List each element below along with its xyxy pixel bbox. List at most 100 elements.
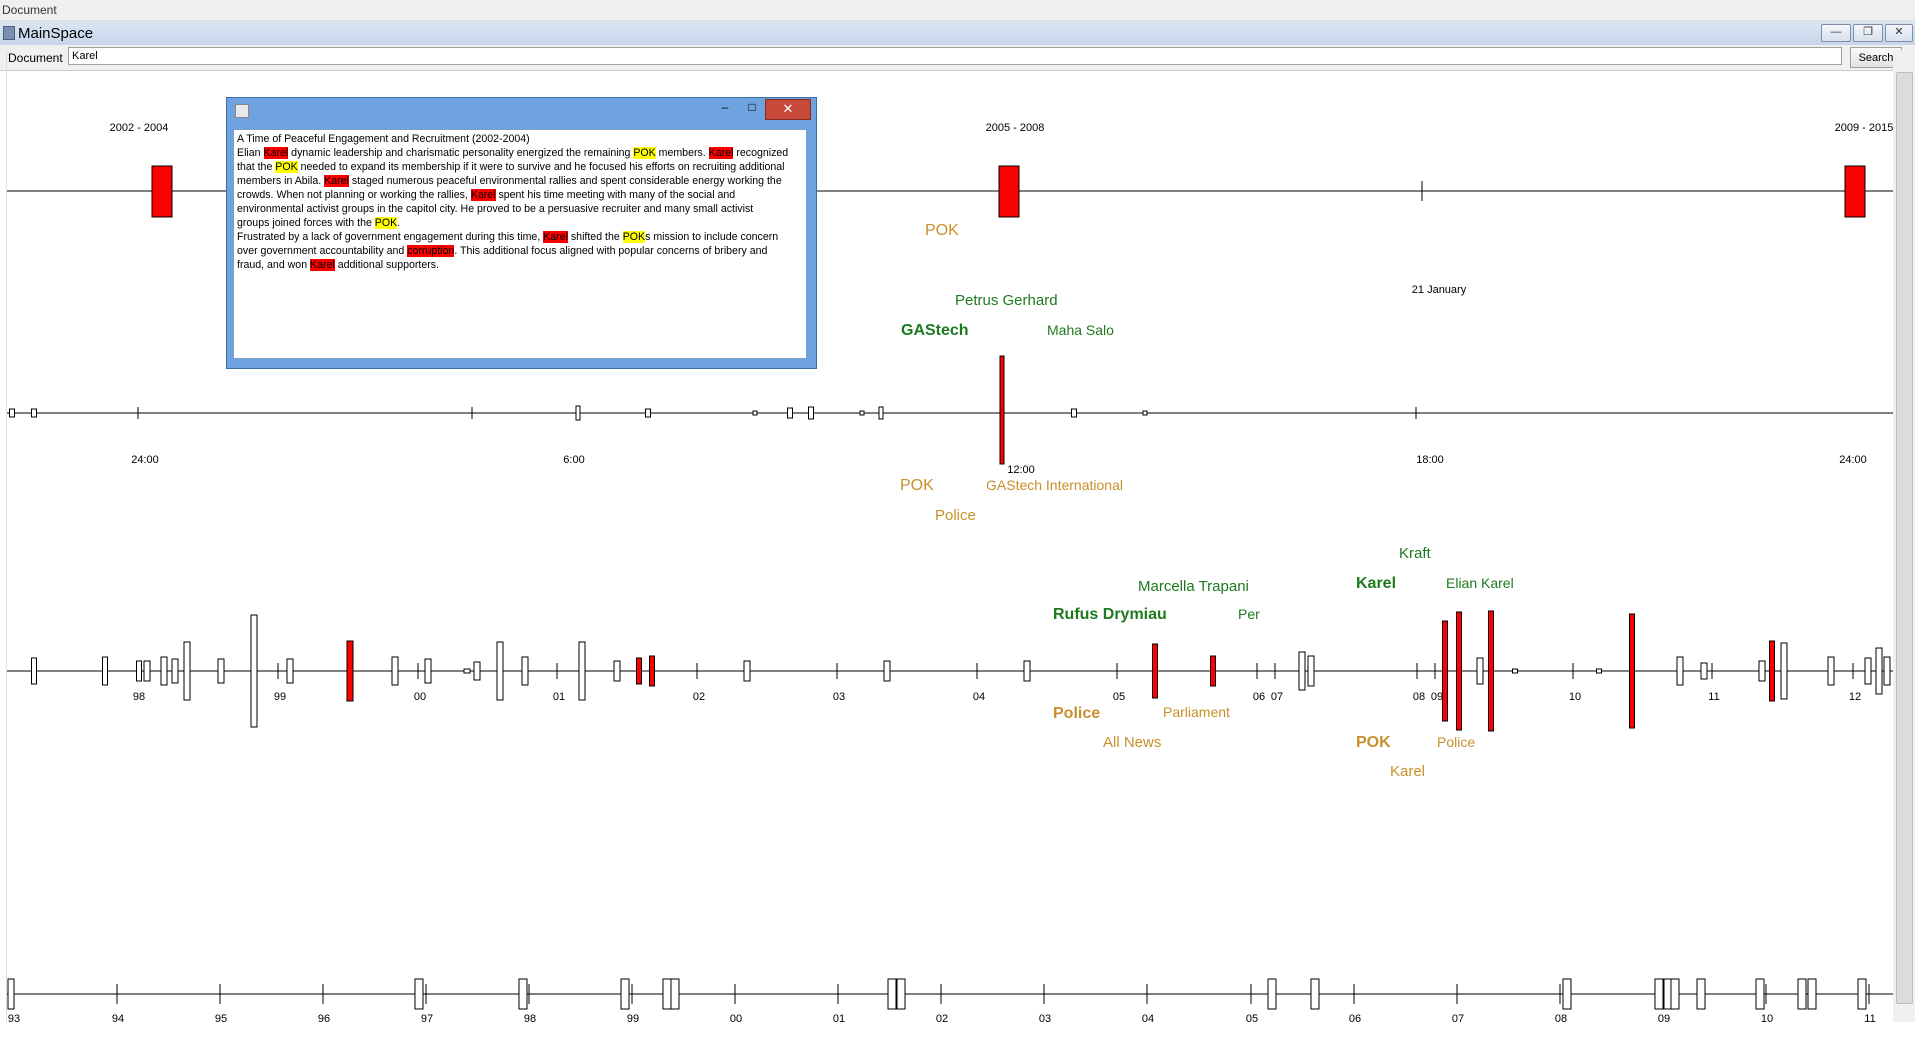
year-event-bar[interactable] — [1152, 643, 1158, 699]
year-doc-marker[interactable] — [473, 661, 481, 681]
year-doc-marker[interactable] — [1307, 655, 1315, 687]
year-doc-marker[interactable] — [1696, 978, 1706, 1010]
year-doc-marker[interactable] — [414, 978, 424, 1010]
year-doc-marker[interactable] — [887, 978, 897, 1010]
year-event-bar[interactable] — [1488, 610, 1494, 732]
year-doc-marker[interactable] — [743, 660, 751, 682]
day-doc-marker[interactable] — [645, 408, 651, 418]
year-doc-marker[interactable] — [171, 658, 179, 684]
year-doc-marker[interactable] — [102, 656, 108, 686]
year-event-bar[interactable] — [636, 657, 642, 685]
document-search-input[interactable] — [68, 47, 1842, 65]
day-event-bar[interactable] — [999, 355, 1005, 465]
year-doc-marker[interactable] — [1670, 978, 1680, 1010]
year-event-bar[interactable] — [1442, 620, 1448, 722]
restore-button[interactable]: ❐ — [1853, 24, 1883, 42]
year-doc-marker[interactable] — [250, 614, 258, 728]
year-doc-marker[interactable] — [1875, 647, 1883, 695]
entity-highlight[interactable]: POK — [622, 231, 646, 243]
entity-highlight[interactable]: POK — [374, 217, 398, 229]
entity-label[interactable]: Police — [935, 507, 976, 524]
entity-label[interactable]: Police — [1437, 734, 1475, 750]
year-event-bar[interactable] — [1456, 611, 1462, 731]
year-doc-marker[interactable] — [1654, 978, 1664, 1010]
year-doc-marker[interactable] — [1476, 657, 1484, 685]
day-doc-marker[interactable] — [1071, 408, 1077, 418]
year-doc-marker[interactable] — [1700, 662, 1708, 680]
year-doc-marker[interactable] — [183, 641, 191, 701]
period-event-bar[interactable] — [151, 165, 173, 218]
keyword-highlight[interactable]: Karel — [324, 175, 349, 187]
year-doc-marker[interactable] — [391, 656, 399, 686]
year-doc-marker[interactable] — [1755, 978, 1765, 1010]
year-doc-marker[interactable] — [463, 668, 471, 674]
minimize-button[interactable]: — — [1821, 24, 1851, 42]
day-doc-marker[interactable] — [31, 408, 37, 418]
popup-minimize-button[interactable]: – — [721, 100, 729, 114]
popup-maximize-button[interactable]: □ — [748, 100, 756, 114]
keyword-highlight[interactable]: Karel — [310, 259, 335, 271]
year-doc-marker[interactable] — [620, 978, 630, 1010]
year-doc-marker[interactable] — [1807, 978, 1817, 1010]
year-doc-marker[interactable] — [613, 660, 621, 682]
entity-label[interactable]: Marcella Trapani — [1138, 578, 1249, 595]
year-event-bar[interactable] — [346, 640, 354, 702]
entity-label[interactable]: Rufus Drymiau — [1053, 606, 1167, 623]
year-doc-marker[interactable] — [1758, 660, 1766, 682]
keyword-highlight[interactable]: corruption — [407, 245, 455, 257]
year-doc-marker[interactable] — [1857, 978, 1867, 1010]
entity-label[interactable]: Maha Salo — [1047, 322, 1114, 338]
entity-label[interactable]: Karel — [1390, 763, 1425, 780]
entity-label[interactable]: Karel — [1356, 575, 1396, 592]
year-doc-marker[interactable] — [143, 660, 151, 682]
year-doc-marker[interactable] — [496, 641, 504, 701]
year-doc-marker[interactable] — [1298, 651, 1306, 691]
year-event-bar[interactable] — [1629, 613, 1635, 729]
entity-label[interactable]: GAStech International — [986, 477, 1123, 493]
vertical-scrollbar[interactable] — [1893, 50, 1915, 1022]
year-doc-marker[interactable] — [1023, 660, 1031, 682]
year-doc-marker[interactable] — [1883, 656, 1891, 686]
search-button[interactable]: Search — [1850, 47, 1902, 68]
year-doc-marker[interactable] — [1676, 656, 1684, 686]
year-doc-marker[interactable] — [1780, 642, 1788, 700]
entity-label[interactable]: Per — [1238, 606, 1260, 622]
entity-highlight[interactable]: POK — [275, 161, 298, 173]
year-doc-marker[interactable] — [1797, 978, 1807, 1010]
year-doc-marker[interactable] — [578, 641, 586, 701]
year-doc-marker[interactable] — [160, 656, 168, 686]
entity-label[interactable]: Petrus Gerhard — [955, 292, 1058, 309]
scrollbar-thumb[interactable] — [1896, 72, 1913, 1004]
keyword-highlight[interactable]: Karel — [470, 189, 496, 201]
day-doc-marker[interactable] — [1142, 410, 1148, 416]
keyword-highlight[interactable]: Karel — [543, 231, 568, 243]
entity-label[interactable]: Elian Karel — [1446, 575, 1514, 591]
year-doc-marker[interactable] — [1827, 656, 1835, 686]
entity-label[interactable]: Parliament — [1163, 704, 1230, 720]
popup-titlebar[interactable]: – □ ✕ — [227, 98, 816, 120]
year-event-bar[interactable] — [1769, 640, 1775, 702]
keyword-highlight[interactable]: Karel — [708, 147, 734, 159]
year-doc-marker[interactable] — [1512, 668, 1518, 674]
year-doc-marker[interactable] — [1596, 668, 1602, 674]
period-event-bar[interactable] — [998, 165, 1020, 218]
close-button[interactable]: ✕ — [1885, 24, 1913, 42]
year-doc-marker[interactable] — [136, 660, 142, 682]
entity-label[interactable]: Kraft — [1399, 545, 1432, 562]
day-doc-marker[interactable] — [859, 410, 865, 416]
entity-label[interactable]: Police — [1053, 705, 1100, 722]
keyword-highlight[interactable]: Karel — [263, 147, 289, 159]
year-doc-marker[interactable] — [1864, 657, 1872, 685]
year-doc-marker[interactable] — [7, 978, 15, 1010]
year-doc-marker[interactable] — [518, 978, 528, 1010]
year-doc-marker[interactable] — [424, 658, 432, 684]
day-doc-marker[interactable] — [575, 405, 581, 421]
popup-close-button[interactable]: ✕ — [765, 99, 811, 120]
year-doc-marker[interactable] — [286, 658, 294, 684]
document-text[interactable]: A Time of Peaceful Engagement and Recrui… — [233, 129, 807, 359]
year-doc-marker[interactable] — [1267, 978, 1277, 1010]
entity-highlight[interactable]: POK — [633, 147, 656, 159]
year-event-bar[interactable] — [649, 655, 655, 687]
window-titlebar[interactable]: MainSpace — ❐ ✕ — [0, 21, 1915, 46]
year-event-bar[interactable] — [1210, 655, 1216, 687]
